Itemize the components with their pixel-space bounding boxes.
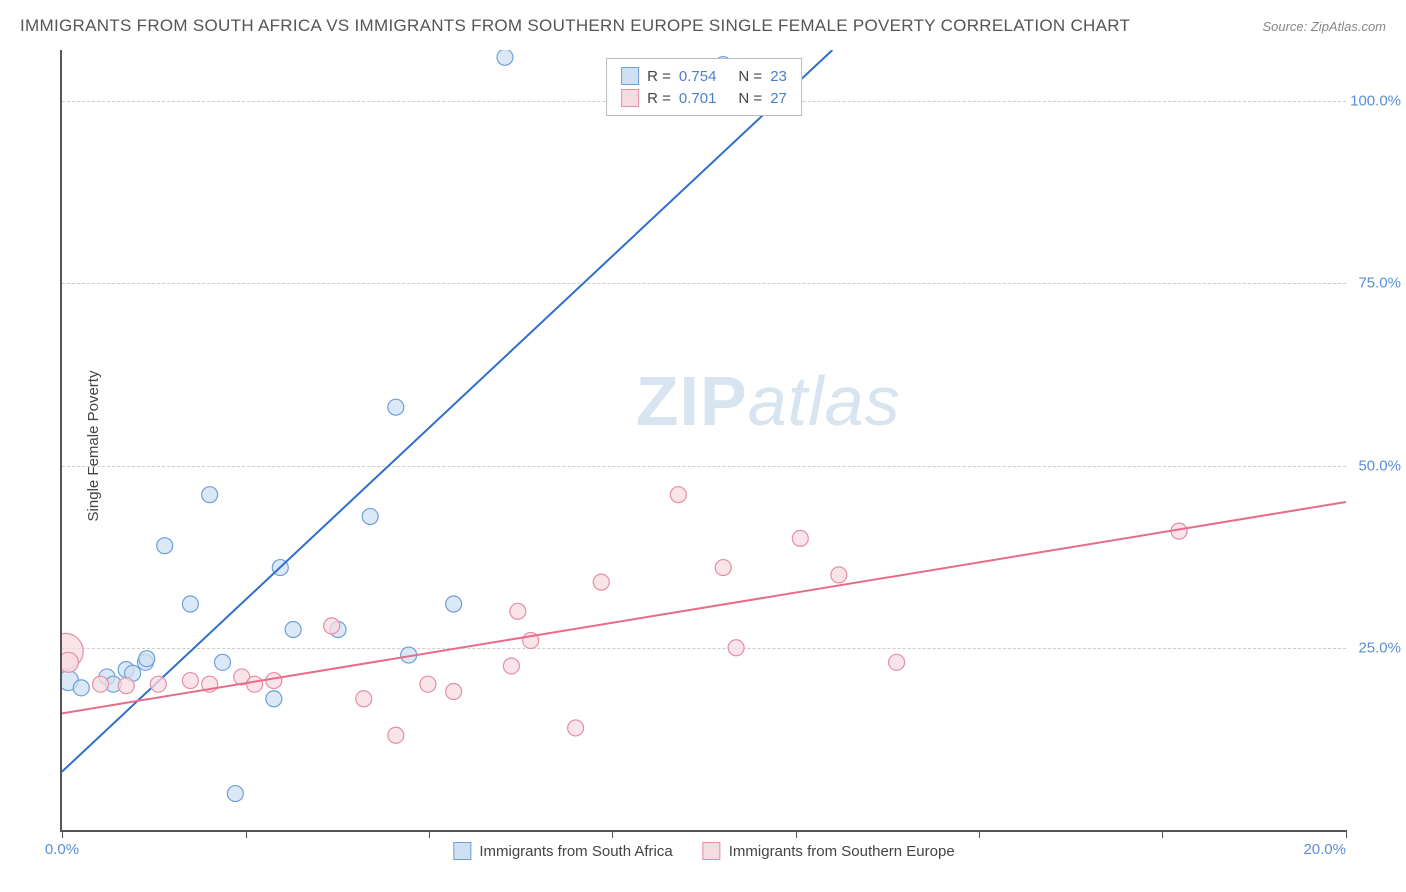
data-point <box>510 603 526 619</box>
data-point <box>73 680 89 696</box>
swatch-series-2 <box>621 89 639 107</box>
data-point <box>497 50 513 65</box>
data-point <box>202 487 218 503</box>
n-equals-label: N = <box>738 68 762 85</box>
x-tick <box>1346 830 1347 838</box>
data-point <box>446 596 462 612</box>
data-point <box>831 567 847 583</box>
r-value-2: 0.701 <box>679 90 717 107</box>
swatch-bottom-2 <box>703 842 721 860</box>
legend-item-series-1: Immigrants from South Africa <box>453 842 672 860</box>
data-point <box>446 683 462 699</box>
x-tick <box>246 830 247 838</box>
legend-label-2: Immigrants from Southern Europe <box>729 843 955 860</box>
n-equals-label: N = <box>738 90 762 107</box>
data-point <box>266 691 282 707</box>
title-bar: IMMIGRANTS FROM SOUTH AFRICA VS IMMIGRAN… <box>20 16 1386 36</box>
data-point <box>715 560 731 576</box>
y-tick-label: 25.0% <box>1358 639 1401 656</box>
data-point <box>420 676 436 692</box>
x-tick <box>1162 830 1163 838</box>
x-tick-label: 20.0% <box>1303 841 1346 858</box>
data-point <box>118 678 134 694</box>
r-equals-label: R = <box>647 90 671 107</box>
regression-line <box>62 502 1346 713</box>
data-point <box>670 487 686 503</box>
data-point <box>227 786 243 802</box>
r-equals-label: R = <box>647 68 671 85</box>
y-tick-label: 75.0% <box>1358 275 1401 292</box>
data-point <box>388 399 404 415</box>
legend-row-series-1: R = 0.754 N = 23 <box>621 65 787 87</box>
swatch-bottom-1 <box>453 842 471 860</box>
r-value-1: 0.754 <box>679 68 717 85</box>
data-point <box>324 618 340 634</box>
legend-item-series-2: Immigrants from Southern Europe <box>703 842 955 860</box>
data-point <box>215 654 231 670</box>
data-point <box>356 691 372 707</box>
data-point <box>247 676 263 692</box>
x-tick <box>612 830 613 838</box>
data-point <box>266 673 282 689</box>
data-point <box>93 676 109 692</box>
data-point <box>568 720 584 736</box>
x-tick <box>429 830 430 838</box>
legend-row-series-2: R = 0.701 N = 27 <box>621 87 787 109</box>
y-tick-label: 100.0% <box>1350 93 1401 110</box>
y-tick-label: 50.0% <box>1358 457 1401 474</box>
data-point <box>362 509 378 525</box>
data-point <box>139 651 155 667</box>
legend-bottom: Immigrants from South Africa Immigrants … <box>453 842 954 860</box>
chart-svg <box>62 50 1346 830</box>
data-point <box>388 727 404 743</box>
data-point <box>182 596 198 612</box>
x-tick <box>62 830 63 838</box>
data-point <box>285 622 301 638</box>
legend-label-1: Immigrants from South Africa <box>479 843 672 860</box>
swatch-series-1 <box>621 67 639 85</box>
plot-area: ZIPatlas R = 0.754 N = 23 R = 0.701 N = … <box>60 50 1346 832</box>
data-point <box>62 652 78 672</box>
data-point <box>728 640 744 656</box>
data-point <box>792 530 808 546</box>
n-value-1: 23 <box>770 68 787 85</box>
chart-title: IMMIGRANTS FROM SOUTH AFRICA VS IMMIGRAN… <box>20 16 1130 36</box>
legend-correlation-box: R = 0.754 N = 23 R = 0.701 N = 27 <box>606 58 802 116</box>
x-tick-label: 0.0% <box>45 841 79 858</box>
data-point <box>150 676 166 692</box>
x-tick <box>796 830 797 838</box>
data-point <box>157 538 173 554</box>
data-point <box>182 673 198 689</box>
data-point <box>503 658 519 674</box>
data-point <box>593 574 609 590</box>
n-value-2: 27 <box>770 90 787 107</box>
regression-line <box>62 50 832 772</box>
data-point <box>889 654 905 670</box>
source-label: Source: ZipAtlas.com <box>1262 19 1386 34</box>
x-tick <box>979 830 980 838</box>
